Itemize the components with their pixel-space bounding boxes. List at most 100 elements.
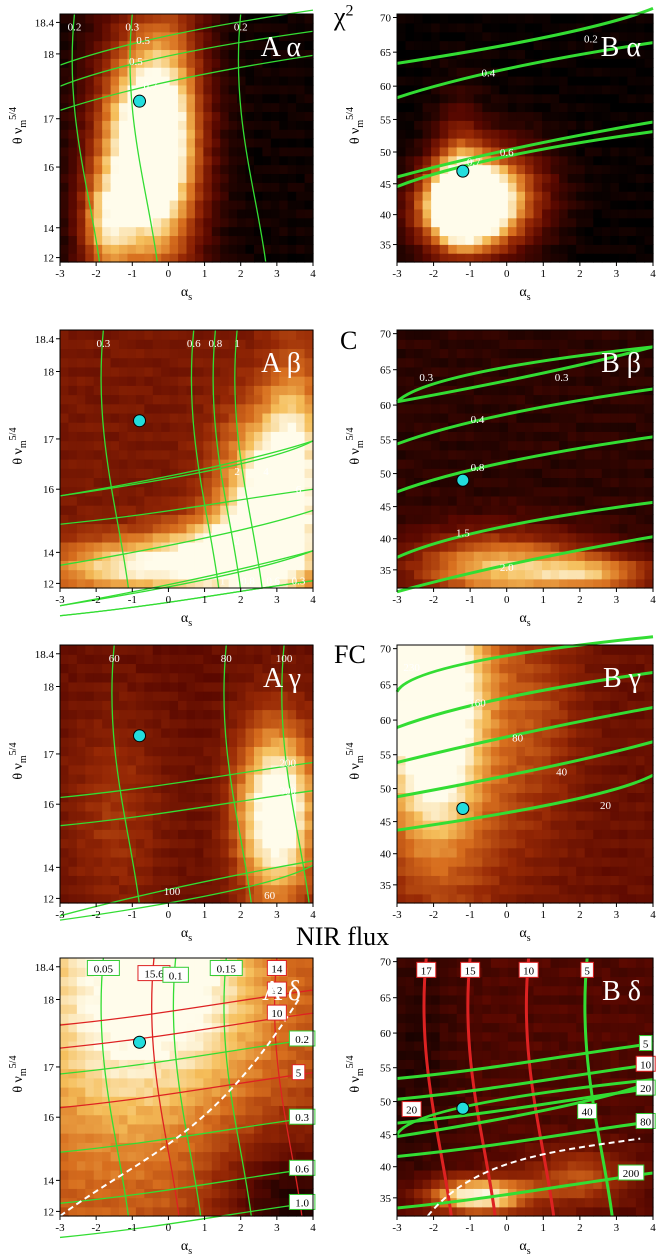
heatmap-cell xyxy=(287,182,297,192)
heatmap-cell xyxy=(507,155,518,166)
heatmap-cell xyxy=(576,412,586,423)
heatmap-cell xyxy=(610,366,620,377)
heatmap-cell xyxy=(473,40,483,51)
heatmap-cell xyxy=(287,40,297,51)
heatmap-cell xyxy=(186,709,196,720)
heatmap-cell xyxy=(627,164,637,175)
heatmap-cell xyxy=(465,709,475,720)
heatmap-cell xyxy=(414,829,424,840)
heatmap-cell xyxy=(576,560,586,571)
heatmap-cell xyxy=(567,49,577,59)
heatmap-cell xyxy=(85,654,95,665)
heatmap-cell xyxy=(127,129,137,139)
y-tick-label: 55 xyxy=(380,435,392,447)
heatmap-cell xyxy=(169,67,179,77)
heatmap-cell xyxy=(102,783,112,794)
heatmap-cell xyxy=(253,235,263,245)
heatmap-cell xyxy=(414,459,424,469)
heatmap-cell xyxy=(516,253,526,263)
heatmap-cell xyxy=(287,330,297,340)
heatmap-cell xyxy=(490,755,500,766)
heatmap-cell xyxy=(516,477,526,488)
heatmap-cell xyxy=(456,40,466,51)
heatmap-cell xyxy=(542,810,552,821)
heatmap-cell xyxy=(296,764,306,775)
heatmap-cell xyxy=(178,783,188,794)
heatmap-cell xyxy=(635,486,646,497)
heatmap-cell xyxy=(127,244,137,254)
heatmap-cell xyxy=(559,449,569,460)
heatmap-cell xyxy=(279,884,289,895)
heatmap-cell xyxy=(110,191,120,201)
heatmap-cell xyxy=(203,691,213,701)
heatmap-cell xyxy=(186,718,196,729)
heatmap-cell xyxy=(144,129,154,139)
heatmap-cell xyxy=(144,14,154,24)
heatmap-cell xyxy=(644,226,654,237)
heatmap-cell xyxy=(304,376,314,386)
heatmap-cell xyxy=(186,459,196,469)
heatmap-cell xyxy=(152,847,162,858)
heatmap-cell xyxy=(567,523,577,534)
heatmap-cell xyxy=(119,514,129,525)
heatmap-cell xyxy=(186,146,196,157)
heatmap-cell xyxy=(473,532,483,543)
heatmap-cell xyxy=(110,146,120,157)
heatmap-cell xyxy=(262,102,272,113)
heatmap-cell xyxy=(593,560,603,571)
heatmap-cell xyxy=(287,394,297,405)
heatmap-cell xyxy=(262,541,272,552)
heatmap-cell xyxy=(85,783,95,794)
heatmap-cell xyxy=(68,681,78,692)
heatmap-cell xyxy=(194,138,204,148)
x-tick-label: 4 xyxy=(310,909,316,921)
heatmap-cell xyxy=(237,182,247,192)
heatmap-cell xyxy=(287,514,297,525)
heatmap-cell xyxy=(304,645,314,655)
heatmap-cell xyxy=(499,182,509,192)
heatmap-cell xyxy=(93,200,103,210)
heatmap-cell xyxy=(186,856,196,867)
heatmap-cell xyxy=(68,226,78,237)
heatmap-cell xyxy=(60,226,70,237)
heatmap-cell xyxy=(76,191,86,201)
heatmap-cell xyxy=(144,875,154,886)
heatmap-cell xyxy=(102,339,112,350)
heatmap-cell xyxy=(85,138,95,148)
heatmap-cell xyxy=(601,208,611,219)
heatmap-cell xyxy=(304,422,314,432)
heatmap-cell xyxy=(439,847,449,858)
heatmap-cell xyxy=(533,523,543,534)
heatmap-cell xyxy=(610,412,620,423)
heatmap-cell xyxy=(237,569,247,580)
heatmap-cell xyxy=(76,700,86,711)
heatmap-cell xyxy=(644,366,654,377)
heatmap-cell xyxy=(186,58,196,68)
heatmap-cell xyxy=(144,40,154,51)
heatmap-cell xyxy=(161,431,171,442)
heatmap-cell xyxy=(542,164,552,175)
heatmap-cell xyxy=(144,829,154,840)
heatmap-cell xyxy=(211,468,221,479)
heatmap-cell xyxy=(203,431,213,442)
heatmap-cell xyxy=(422,700,432,711)
heatmap-cell xyxy=(482,120,492,130)
heatmap-cell xyxy=(627,514,637,525)
heatmap-cell xyxy=(422,102,432,113)
heatmap-cell xyxy=(76,49,86,59)
x-tick-label: 1 xyxy=(202,268,208,280)
heatmap-cell xyxy=(144,681,154,692)
heatmap-cell xyxy=(119,495,129,506)
heatmap-cell xyxy=(211,746,221,757)
heatmap-cell xyxy=(296,138,306,148)
heatmap-cell xyxy=(405,164,415,175)
heatmap-cell xyxy=(499,764,509,775)
heatmap-cell xyxy=(456,403,466,414)
heatmap-cell xyxy=(270,691,280,701)
heatmap-cell xyxy=(178,551,188,561)
heatmap-cell xyxy=(422,366,432,377)
heatmap-cell xyxy=(525,67,535,77)
heatmap-cell xyxy=(610,431,620,442)
heatmap-cell xyxy=(422,495,432,506)
x-tick-label: -1 xyxy=(466,594,475,606)
